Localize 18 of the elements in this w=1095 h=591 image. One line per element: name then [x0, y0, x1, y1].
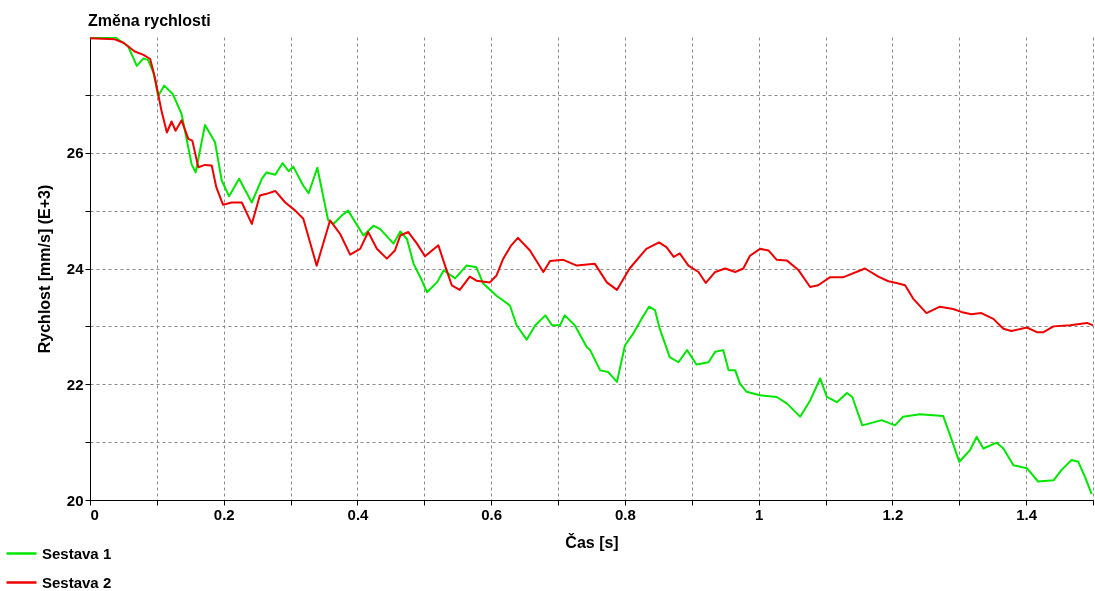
- y-tick-label: 24: [66, 260, 85, 277]
- x-tick-label: 0.8: [615, 505, 636, 523]
- x-axis-title: Čas [s]: [565, 532, 619, 551]
- y-tick-label: 22: [66, 375, 84, 393]
- y-axis-title: Rychlost [mm/s] (E+3): [35, 184, 53, 354]
- x-tick-label: 1: [754, 505, 764, 523]
- x-tick-label: 0: [90, 505, 99, 523]
- x-tick-label: 1.2: [882, 505, 904, 523]
- legend-label: Sestava 1: [42, 544, 112, 562]
- x-tick-label: 1.4: [1016, 505, 1038, 523]
- chart-title: Změna rychlosti: [88, 12, 211, 29]
- x-tick-label: 0.2: [213, 505, 235, 523]
- legend-label: Sestava 2: [42, 573, 112, 591]
- y-tick-label: 20: [66, 491, 84, 509]
- x-tick-label: 0.4: [347, 505, 370, 523]
- line-series: [90, 37, 1093, 334]
- y-tick-label: 26: [66, 144, 84, 162]
- x-tick-label: 0.6: [481, 505, 503, 523]
